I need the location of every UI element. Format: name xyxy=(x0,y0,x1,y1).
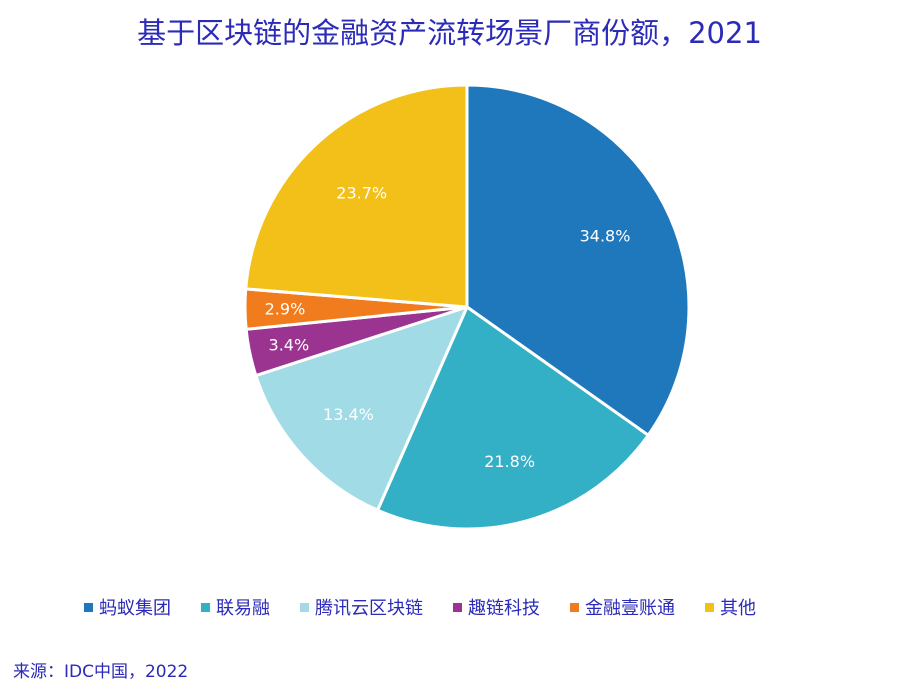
legend: 蚂蚁集团 联易融 腾讯云区块链 趣链科技 金融壹账通 其他 xyxy=(84,594,786,620)
legend-label: 其他 xyxy=(720,598,756,619)
legend-item: 联易融 xyxy=(201,594,270,620)
legend-item: 金融壹账通 xyxy=(570,594,675,620)
legend-swatch xyxy=(453,602,462,612)
legend-item: 趣链科技 xyxy=(453,594,540,620)
legend-label: 蚂蚁集团 xyxy=(99,598,171,619)
pie-chart: 34.8% 21.8% 13.4% 3.4% 2.9% 23.7% xyxy=(243,83,691,531)
pie-slice xyxy=(376,305,650,531)
legend-label: 趣链科技 xyxy=(468,598,540,619)
slice-label: 23.7% xyxy=(336,184,387,203)
pie-slice xyxy=(244,83,469,309)
legend-swatch xyxy=(705,602,714,612)
source-note: 来源：IDC中国，2022 xyxy=(13,662,189,682)
legend-label: 金融壹账通 xyxy=(585,598,675,619)
chart-title: 基于区块链的金融资产流转场景厂商份额，2021 xyxy=(137,16,762,50)
slice-label: 21.8% xyxy=(484,452,535,471)
legend-swatch xyxy=(84,602,93,612)
slice-label: 13.4% xyxy=(323,405,374,424)
legend-swatch xyxy=(201,602,210,612)
pie-slice xyxy=(465,83,691,437)
pie-slice xyxy=(254,305,469,512)
legend-label: 腾讯云区块链 xyxy=(315,598,423,619)
legend-item: 蚂蚁集团 xyxy=(84,594,171,620)
slice-label: 2.9% xyxy=(265,300,306,319)
slice-label: 34.8% xyxy=(580,227,631,246)
legend-item: 其他 xyxy=(705,594,756,620)
legend-label: 联易融 xyxy=(216,598,270,619)
legend-swatch xyxy=(570,602,579,612)
legend-item: 腾讯云区块链 xyxy=(300,594,423,620)
legend-swatch xyxy=(300,602,309,612)
slice-label: 3.4% xyxy=(269,335,310,354)
